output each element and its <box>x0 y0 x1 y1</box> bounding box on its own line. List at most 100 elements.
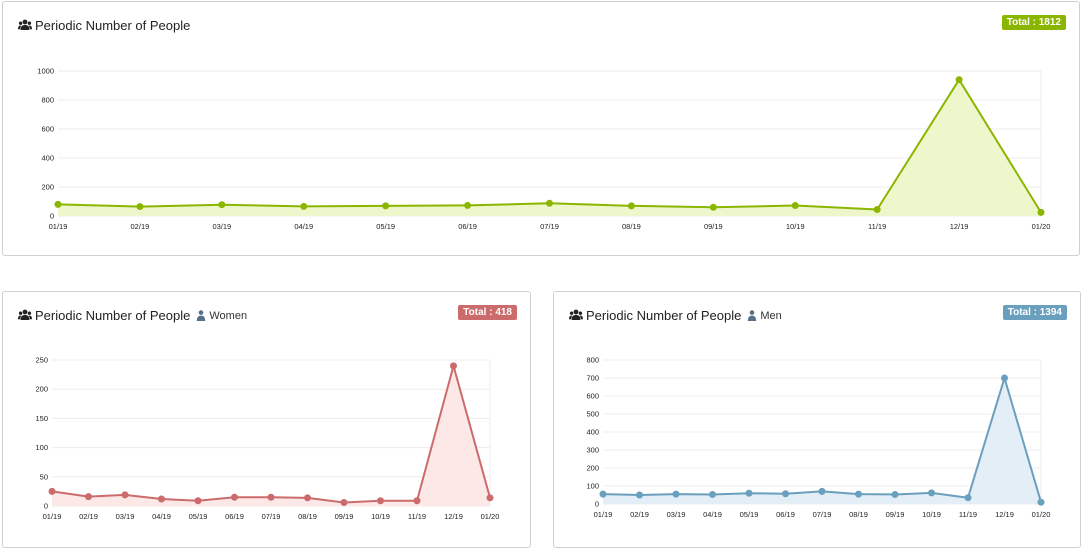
users-icon <box>18 309 32 320</box>
x-tick-label: 10/19 <box>371 512 390 521</box>
data-point <box>745 489 753 497</box>
data-point <box>464 201 472 209</box>
y-tick-label: 200 <box>35 385 48 394</box>
x-tick-label: 10/19 <box>786 222 805 231</box>
series-area <box>58 79 1041 216</box>
total-badge: Total : 1394 <box>1002 305 1067 320</box>
chart-total: 0 200 400 600 800 1000 01/19 02/19 03/19 04/19 05/… <box>37 67 1051 232</box>
x-tick-label: 01/19 <box>49 222 68 231</box>
x-tick-label: 07/19 <box>262 512 281 521</box>
y-tick-label: 400 <box>586 428 599 437</box>
x-tick-label: 11/19 <box>408 512 426 521</box>
x-tick-label: 06/19 <box>776 510 795 519</box>
gender-label: Men <box>760 310 782 322</box>
data-point <box>85 493 92 501</box>
x-tick-label: 01/20 <box>1032 222 1051 231</box>
x-tick-label: 04/19 <box>152 512 171 521</box>
y-tick-label: 500 <box>586 410 599 419</box>
data-point <box>382 202 390 210</box>
chart-panel-women: 0 50 100 150 200 250 01/19 02/19 03/19 04/19 05/19… <box>2 291 531 548</box>
x-tick-label: 06/19 <box>458 222 477 231</box>
users-icon <box>569 309 583 320</box>
x-tick-label: 04/19 <box>294 222 313 231</box>
users-icon <box>18 19 32 30</box>
data-point <box>873 205 881 213</box>
data-point <box>1001 374 1008 382</box>
y-tick-label: 800 <box>41 96 54 105</box>
x-tick-label: 10/19 <box>922 510 941 519</box>
x-tick-label: 04/19 <box>703 510 722 519</box>
data-point <box>818 487 826 495</box>
total-badge: Total : 418 <box>458 305 517 320</box>
data-point <box>782 490 789 498</box>
x-tick-label: 01/20 <box>1032 510 1051 519</box>
chart-panel-total: 0 200 400 600 800 1000 01/19 02/19 03/19 04/19 05/… <box>2 1 1080 256</box>
y-tick-label: 0 <box>595 500 599 509</box>
x-tick-label: 05/19 <box>376 222 395 231</box>
data-point <box>231 493 238 501</box>
data-point <box>636 491 643 499</box>
man-icon <box>748 309 757 321</box>
y-tick-label: 50 <box>40 472 48 481</box>
x-tick-label: 09/19 <box>335 512 354 521</box>
data-point <box>218 201 226 209</box>
data-point <box>304 494 311 502</box>
data-point <box>136 203 144 211</box>
data-point <box>627 202 635 210</box>
y-tick-label: 200 <box>41 183 54 192</box>
y-tick-label: 0 <box>44 502 48 511</box>
data-point <box>1037 208 1045 216</box>
x-tick-label: 09/19 <box>704 222 723 231</box>
chart-women: 0 50 100 150 200 250 01/19 02/19 03/19 04/19 05/19… <box>35 356 499 522</box>
data-point <box>709 203 717 211</box>
x-tick-label: 03/19 <box>212 222 231 231</box>
x-tick-label: 07/19 <box>813 510 832 519</box>
x-tick-label: 12/19 <box>950 222 969 231</box>
data-point <box>791 202 799 210</box>
data-point <box>1037 498 1045 506</box>
series-area <box>603 378 1041 504</box>
data-point <box>450 362 457 370</box>
woman-icon <box>197 309 206 321</box>
x-tick-label: 01/19 <box>594 510 613 519</box>
y-tick-label: 150 <box>35 414 48 423</box>
data-point <box>964 494 972 502</box>
data-point <box>194 497 202 505</box>
panel-header: Periodic Number of People Men <box>569 305 782 325</box>
data-point <box>300 202 308 210</box>
y-tick-label: 1000 <box>37 67 54 76</box>
chart-men: 0 100 200 300 400 500 600 700 800 01/19 02/19 03/19… <box>586 356 1051 520</box>
panel-title: Periodic Number of People <box>586 307 742 323</box>
y-tick-label: 200 <box>586 464 599 473</box>
x-tick-label: 12/19 <box>444 512 463 521</box>
x-tick-label: 03/19 <box>116 512 135 521</box>
x-tick-label: 05/19 <box>189 512 208 521</box>
data-point <box>672 490 680 498</box>
data-point <box>855 490 862 498</box>
x-tick-label: 09/19 <box>886 510 905 519</box>
data-point <box>267 493 275 501</box>
data-point <box>486 494 494 502</box>
y-tick-label: 700 <box>586 374 599 383</box>
y-tick-label: 600 <box>586 392 599 401</box>
y-tick-label: 0 <box>50 212 54 221</box>
series-area <box>52 365 490 506</box>
data-point <box>413 497 421 505</box>
x-tick-label: 08/19 <box>298 512 317 521</box>
data-point <box>709 490 716 498</box>
total-badge: Total : 1812 <box>1001 15 1066 30</box>
chart-panel-men: 0 100 200 300 400 500 600 700 800 01/19 02/19 03/19… <box>553 291 1081 548</box>
gender-label: Women <box>209 310 248 322</box>
x-tick-label: 07/19 <box>540 222 559 231</box>
y-tick-label: 800 <box>586 356 599 365</box>
x-tick-label: 01/19 <box>43 512 62 521</box>
y-tick-label: 250 <box>35 356 48 365</box>
panel-header: Periodic Number of People <box>18 15 190 35</box>
x-tick-label: 05/19 <box>740 510 759 519</box>
data-point <box>48 487 56 495</box>
data-point <box>377 497 384 505</box>
x-tick-label: 08/19 <box>622 222 641 231</box>
y-tick-label: 300 <box>586 446 599 455</box>
data-point <box>546 199 553 207</box>
y-tick-label: 400 <box>41 154 54 163</box>
